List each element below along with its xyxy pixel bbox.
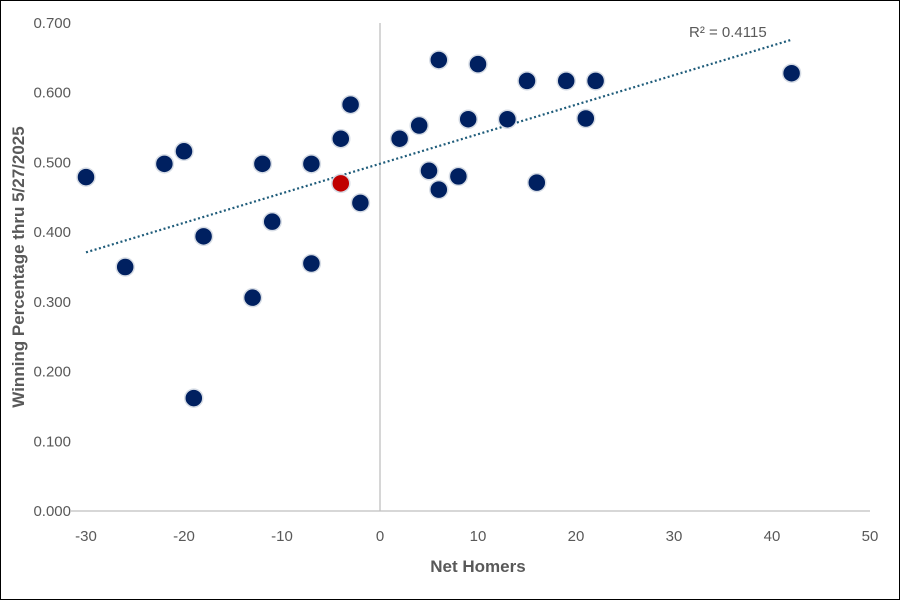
x-tick-label: 40 xyxy=(764,528,781,545)
x-tick-label: -10 xyxy=(271,528,293,545)
x-tick-label: 0 xyxy=(376,528,384,545)
data-point xyxy=(331,128,351,149)
x-tick-label: 20 xyxy=(568,528,585,545)
data-point xyxy=(468,54,488,74)
data-point xyxy=(527,172,547,193)
r-squared-label: R² = 0.4115 xyxy=(689,24,767,41)
y-tick-label: 0.200 xyxy=(33,364,71,381)
data-point xyxy=(340,94,361,115)
y-tick-label: 0.700 xyxy=(33,15,71,32)
data-point xyxy=(409,115,429,136)
data-point xyxy=(184,388,204,408)
data-point xyxy=(517,71,537,91)
data-point xyxy=(174,141,194,162)
y-tick-label: 0.500 xyxy=(33,154,71,171)
data-point xyxy=(242,287,263,308)
y-tick-label: 0.100 xyxy=(33,433,71,450)
data-points xyxy=(76,50,802,408)
data-point xyxy=(76,167,96,187)
data-point xyxy=(262,211,282,232)
data-point xyxy=(301,253,322,274)
x-tick-label: 10 xyxy=(470,528,487,545)
trendline-group xyxy=(85,38,792,254)
x-tick-label: -20 xyxy=(173,528,195,545)
data-point xyxy=(429,179,449,200)
data-point xyxy=(389,128,410,149)
data-point xyxy=(576,108,596,129)
y-axis-title: Winning Percentage thru 5/27/2025 xyxy=(9,126,28,407)
data-point xyxy=(497,109,518,129)
y-tick-label: 0.400 xyxy=(33,224,71,241)
data-point xyxy=(448,166,469,187)
x-tick-label: 30 xyxy=(666,528,683,545)
data-point xyxy=(419,161,439,181)
data-point xyxy=(301,154,322,174)
data-point xyxy=(781,63,802,83)
x-tick-label: 50 xyxy=(862,528,879,545)
data-point xyxy=(556,71,576,91)
highlighted-data-point xyxy=(331,173,351,194)
y-tick-labels: 0.000 0.100 0.200 0.300 0.400 0.500 0.600 0.700 xyxy=(33,15,71,520)
x-tick-labels: -30 -20 -10 0 10 20 30 40 50 xyxy=(75,528,878,545)
trendline xyxy=(85,38,792,254)
data-point xyxy=(458,109,478,129)
y-tick-label: 0.600 xyxy=(33,85,71,102)
data-point xyxy=(585,71,606,91)
data-point xyxy=(154,154,175,174)
data-point xyxy=(193,226,214,247)
data-point xyxy=(350,193,371,213)
y-tick-label: 0.000 xyxy=(33,503,71,520)
x-tick-label: -30 xyxy=(75,528,97,545)
data-point xyxy=(252,154,273,174)
x-axis-title: Net Homers xyxy=(430,557,525,576)
y-tick-label: 0.300 xyxy=(33,294,71,311)
data-point xyxy=(115,257,135,277)
data-point xyxy=(429,50,449,70)
axes xyxy=(71,23,870,512)
